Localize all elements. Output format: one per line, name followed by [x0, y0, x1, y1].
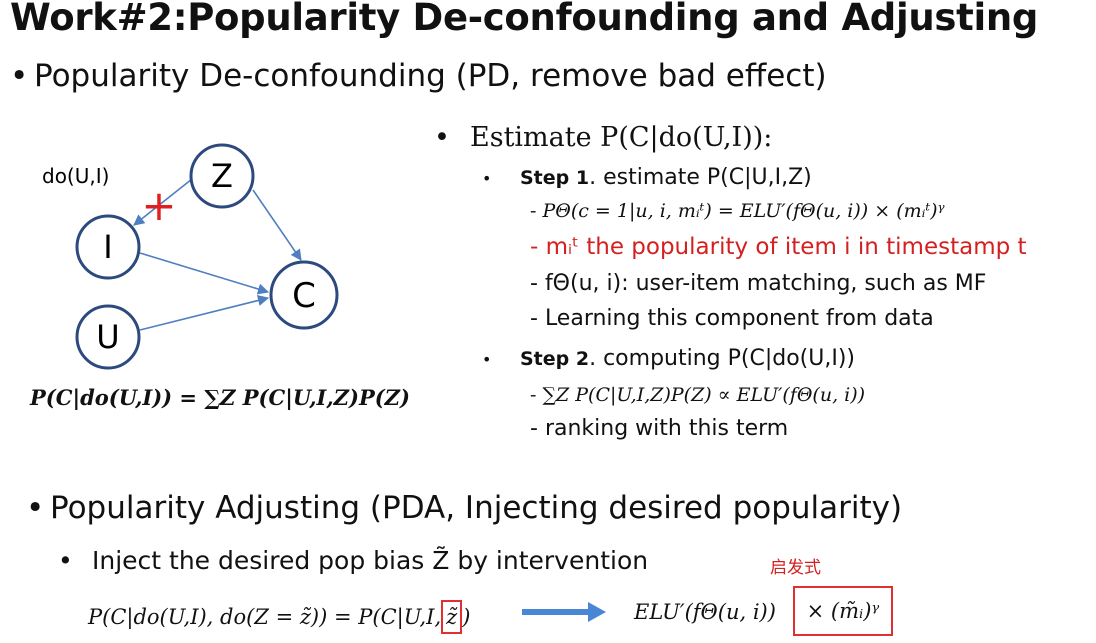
pd-bullet-text: Popularity De-confounding (PD, remove ba…: [34, 58, 827, 94]
edge-u-to-c: [139, 295, 270, 331]
step1: • Step 1. estimate P(C|U,I,Z): [482, 165, 812, 190]
step2: • Step 2. computing P(C|do(U,I)): [482, 346, 855, 371]
bullet-dot: •: [10, 58, 29, 94]
node-i: [75, 214, 141, 280]
node-c: [269, 260, 339, 330]
pda-bullet-text: Popularity Adjusting (PDA, Injecting des…: [50, 490, 903, 526]
step2-item-2: - ranking with this term: [530, 416, 789, 441]
edge-z-to-c: [252, 189, 302, 261]
pd-formula: P(C|do(U,I)) = ∑Z P(C|U,I,Z)P(Z): [30, 385, 410, 410]
node-c-label: C: [292, 276, 316, 316]
cut-mark: +: [141, 181, 176, 230]
node-z-label: Z: [211, 157, 233, 195]
node-i-label: I: [103, 228, 112, 266]
edge-z-to-i: [133, 178, 193, 226]
step2-item-1: - ∑Z P(C|U,I,Z)P(Z) ∝ ELU′(fΘ(u, i)): [530, 384, 866, 406]
edge-i-to-c: [139, 252, 270, 295]
pda-bullet: • Popularity Adjusting (PDA, Injecting de…: [26, 490, 902, 526]
boxed-popularity-term: × (m̃ᵢ)ᵞ: [793, 586, 893, 636]
heuristic-label: 启发式: [770, 558, 821, 578]
pd-bullet: • Popularity De-confounding (PD, remove b…: [10, 58, 827, 94]
bottom-equation: P(C|do(U,I), do(Z = z̃)) = P(C|U,I, z̃): [88, 600, 470, 634]
step1-item-3: - fΘ(u, i): user-item matching, such as …: [530, 271, 987, 296]
right-arrow-icon: [522, 602, 606, 622]
step1-item-4: - Learning this component from data: [530, 306, 934, 331]
estimate-heading: • Estimate P(C|do(U,I)):: [434, 122, 773, 153]
step1-item-2: - mᵢᵗ the popularity of item i in timest…: [530, 234, 1027, 260]
slide-title: Work#2:Popularity De-confounding and Adj…: [10, 0, 1039, 39]
bottom-eq-result: ELU′(fΘ(u, i)): [634, 600, 776, 624]
do-label: do(U,I): [42, 164, 109, 188]
node-z: [189, 143, 255, 209]
boxed-z: z̃: [441, 600, 463, 634]
bullet-dot: •: [26, 490, 45, 526]
estimate-section: • Estimate P(C|do(U,I)): • Step 1. estimat…: [434, 122, 1027, 446]
causal-diagram: Z I C U do(U,I) +: [42, 143, 339, 370]
node-u-label: U: [96, 318, 119, 356]
node-u: [75, 304, 141, 370]
step1-item-1: - PΘ(c = 1|u, i, mᵢᵗ) = ELU′(fΘ(u, i)) ×…: [530, 200, 945, 222]
bottom-eq-lhs: P(C|do(U,I), do(Z = z̃)) = P(C|U,I,: [88, 605, 442, 629]
inject-bullet: • Inject the desired pop bias Z̃ by inter…: [58, 546, 649, 575]
inject-bullet-text: Inject the desired pop bias Z̃ by interv…: [92, 546, 649, 575]
